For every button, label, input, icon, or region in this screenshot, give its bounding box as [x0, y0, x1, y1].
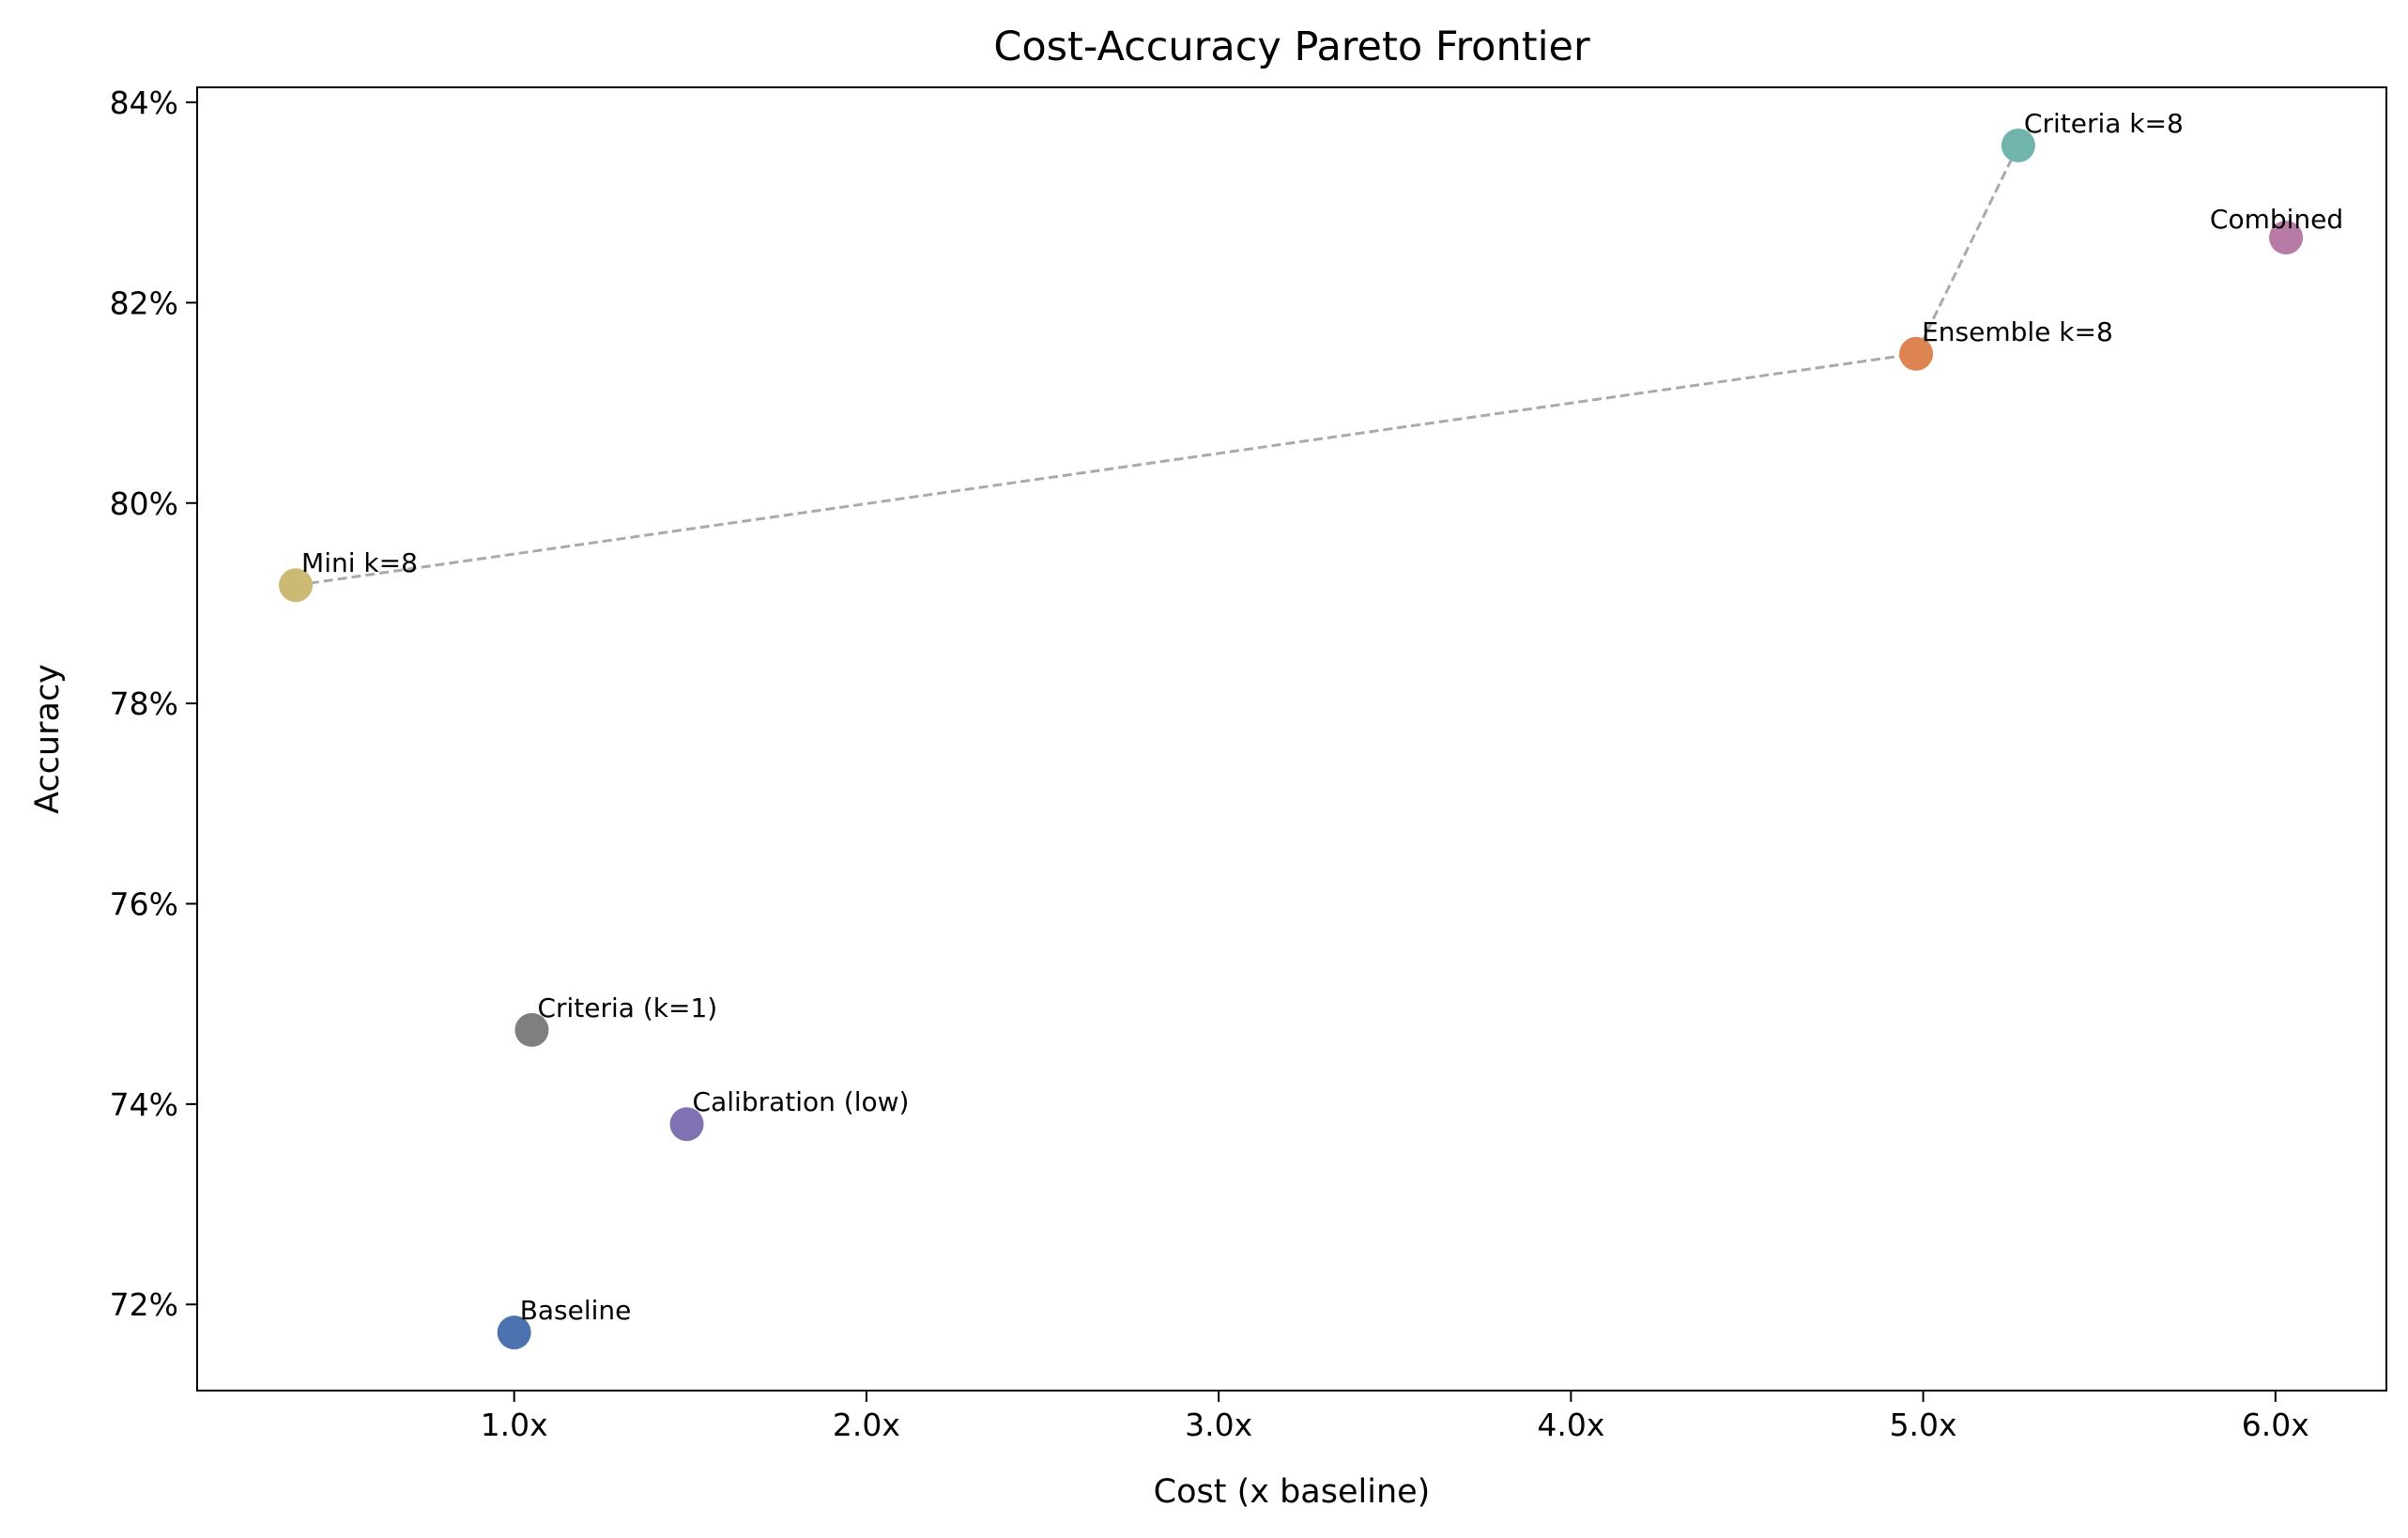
point	[514, 1012, 549, 1047]
x-tick-label: 5.0x	[1890, 1407, 1957, 1443]
point	[279, 568, 314, 603]
point-label: Baseline	[520, 1295, 632, 1326]
point-label: Mini k=8	[301, 547, 418, 578]
x-tick-label: 6.0x	[2242, 1407, 2309, 1443]
y-tick-label: 84%	[110, 85, 178, 121]
point	[497, 1315, 531, 1350]
x-tick-label: 3.0x	[1185, 1407, 1252, 1443]
x-tick-label: 2.0x	[833, 1407, 900, 1443]
y-tick-label: 74%	[110, 1086, 178, 1123]
y-tick-label: 72%	[110, 1286, 178, 1323]
x-tick-label: 4.0x	[1537, 1407, 1604, 1443]
chart-title: Cost-Accuracy Pareto Frontier	[993, 23, 1590, 70]
y-tick-label: 76%	[110, 886, 178, 923]
y-tick-label: 80%	[110, 485, 178, 522]
point-label: Criteria k=8	[2024, 108, 2184, 139]
y-tick-label: 82%	[110, 285, 178, 321]
plot-frame	[196, 86, 2387, 1392]
y-axis-label: Accuracy	[29, 664, 67, 814]
point	[1899, 336, 1934, 371]
point	[669, 1107, 704, 1142]
point	[2001, 128, 2035, 162]
point	[2269, 221, 2304, 255]
point-label: Calibration (low)	[693, 1086, 910, 1117]
point-label: Criteria (k=1)	[537, 992, 717, 1023]
x-tick-label: 1.0x	[481, 1407, 548, 1443]
x-axis-label: Cost (x baseline)	[1154, 1473, 1431, 1511]
point-label: Combined	[2210, 204, 2343, 235]
point-label: Ensemble k=8	[1922, 316, 2113, 347]
y-tick-label: 78%	[110, 685, 178, 722]
